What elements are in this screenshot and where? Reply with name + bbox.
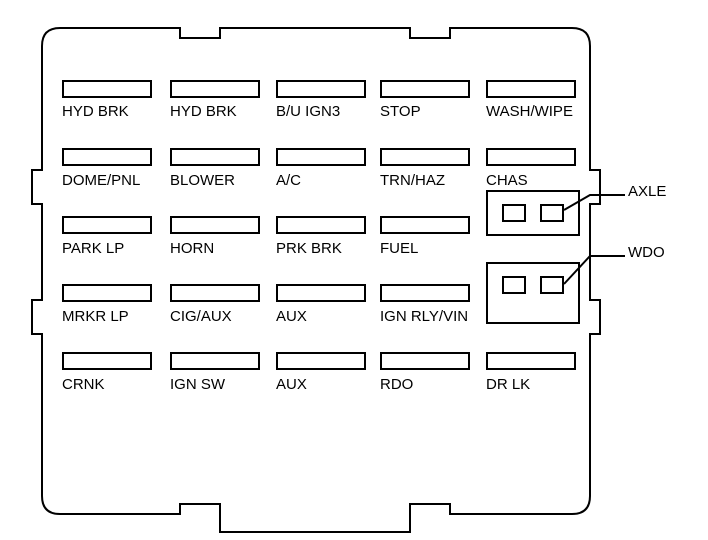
fuse-label: DOME/PNL xyxy=(62,172,140,189)
fuse-slot xyxy=(276,80,366,98)
callout-label: WDO xyxy=(628,244,665,261)
callout-label: AXLE xyxy=(628,183,666,200)
fuse-slot xyxy=(380,80,470,98)
axle-relay xyxy=(486,190,580,236)
fuse-label: STOP xyxy=(380,103,421,120)
fuse-slot xyxy=(276,284,366,302)
fuse-box-diagram: HYD BRK HYD BRK B/U IGN3 STOP WASH/WIPE DOME/… xyxy=(0,0,708,540)
fuse-label: PRK BRK xyxy=(276,240,342,257)
relay-pin xyxy=(540,276,564,294)
fuse-slot xyxy=(380,148,470,166)
relay-pin xyxy=(502,276,526,294)
fuse-slot xyxy=(62,284,152,302)
fuse-label: HYD BRK xyxy=(62,103,129,120)
fuse-label: BLOWER xyxy=(170,172,235,189)
fuse-label: DR LK xyxy=(486,376,530,393)
fuse-slot xyxy=(276,352,366,370)
fuse-label: IGN SW xyxy=(170,376,225,393)
fuse-slot xyxy=(486,352,576,370)
wdo-relay xyxy=(486,262,580,324)
fuse-slot xyxy=(276,216,366,234)
fuse-slot xyxy=(170,216,260,234)
fuse-slot xyxy=(170,80,260,98)
fuse-label: MRKR LP xyxy=(62,308,129,325)
fuse-label: FUEL xyxy=(380,240,418,257)
fuse-slot xyxy=(276,148,366,166)
fuse-slot xyxy=(380,352,470,370)
fuse-label: WASH/WIPE xyxy=(486,103,573,120)
fuse-slot xyxy=(486,148,576,166)
fuse-slot xyxy=(62,352,152,370)
fuse-label: AUX xyxy=(276,376,307,393)
relay-pin xyxy=(502,204,526,222)
fuse-label: HORN xyxy=(170,240,214,257)
fuse-label: PARK LP xyxy=(62,240,124,257)
fuse-label: TRN/HAZ xyxy=(380,172,445,189)
fuse-slot xyxy=(170,148,260,166)
fuse-label: CIG/AUX xyxy=(170,308,232,325)
fuse-label: A/C xyxy=(276,172,301,189)
fuse-slot xyxy=(486,80,576,98)
fuse-slot xyxy=(170,284,260,302)
fuse-slot xyxy=(62,148,152,166)
fuse-label: AUX xyxy=(276,308,307,325)
fuse-label: CHAS xyxy=(486,172,528,189)
fuse-label: CRNK xyxy=(62,376,105,393)
fuse-slot xyxy=(62,216,152,234)
fuse-slot xyxy=(380,216,470,234)
fuse-slot xyxy=(62,80,152,98)
fuse-label: RDO xyxy=(380,376,413,393)
fuse-slot xyxy=(170,352,260,370)
relay-pin xyxy=(540,204,564,222)
fuse-label: HYD BRK xyxy=(170,103,237,120)
fuse-label: B/U IGN3 xyxy=(276,103,340,120)
fuse-label: IGN RLY/VIN xyxy=(380,308,468,325)
fuse-slot xyxy=(380,284,470,302)
